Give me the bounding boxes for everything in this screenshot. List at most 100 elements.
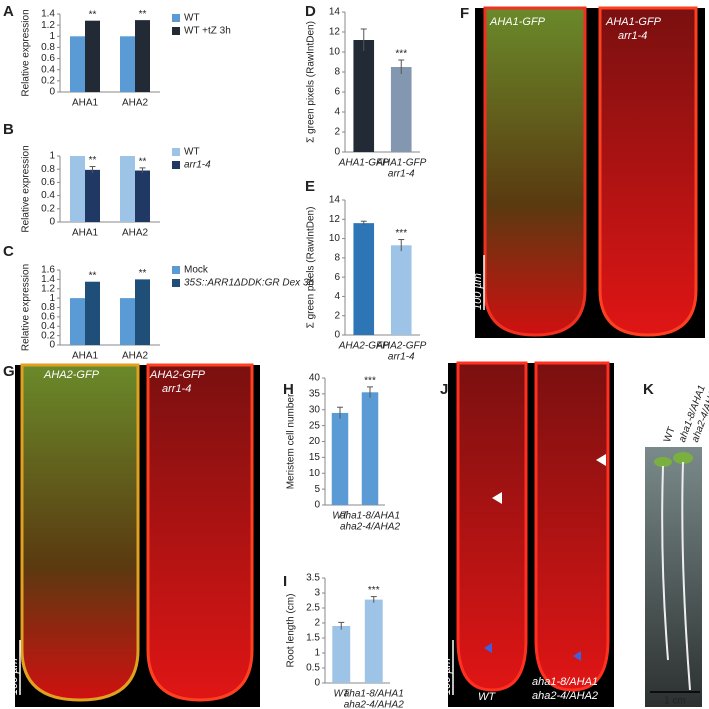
legend-swatch <box>172 27 180 35</box>
y-tick-label: 30 <box>309 404 321 415</box>
y-tick-label: 25 <box>309 420 321 431</box>
y-tick-label: 0.2 <box>41 75 55 86</box>
y-axis-label: Σ green pixels (RawIntDen) <box>306 207 317 329</box>
seedling-root <box>661 465 669 661</box>
x-tick-label: AHA1 <box>72 98 99 109</box>
bar <box>332 626 351 683</box>
y-tick-label: 3.5 <box>306 573 320 584</box>
y-tick-label: 0.8 <box>41 42 55 53</box>
bar <box>390 67 412 152</box>
y-tick-label: 2 <box>314 618 320 629</box>
seedling-root <box>681 461 691 691</box>
y-tick-label: 0.4 <box>41 64 55 75</box>
y-tick-label: 20 <box>309 436 321 447</box>
root <box>20 363 140 702</box>
y-tick-label: 35 <box>309 389 321 400</box>
y-tick-label: 2.5 <box>306 603 320 614</box>
significance: ** <box>89 270 97 281</box>
image-label: aha1-8/AHA1 <box>532 676 598 688</box>
x-tick-label: AHA2 <box>122 228 149 239</box>
x-tick-label: arr1-4 <box>388 169 415 180</box>
significance: *** <box>364 376 376 387</box>
x-tick-label: aha1-8/AHA1 <box>340 511 400 522</box>
significance: ** <box>89 9 97 20</box>
root <box>456 361 528 692</box>
bar <box>70 36 85 92</box>
legend-label: WT <box>184 147 200 158</box>
root <box>598 6 698 337</box>
legend-swatch <box>172 14 180 22</box>
photo <box>645 447 702 707</box>
y-tick-label: 4 <box>334 107 340 118</box>
significance: ** <box>139 157 147 168</box>
bar <box>85 20 100 92</box>
panel-letter: D <box>305 3 316 20</box>
y-tick-label: 2 <box>334 127 340 138</box>
y-tick-label: 8 <box>334 252 340 263</box>
significance: *** <box>395 228 407 239</box>
panel-letter: F <box>460 5 469 22</box>
y-tick-label: 0.5 <box>306 663 320 674</box>
y-tick-label: 12 <box>329 214 341 225</box>
y-tick-label: 10 <box>329 47 341 58</box>
x-tick-label: aha1-8/AHA1 <box>344 689 404 700</box>
significance: ** <box>139 9 147 20</box>
y-axis-label: Root length (cm) <box>286 594 297 668</box>
y-tick-label: 0 <box>49 87 55 98</box>
y-tick-label: 8 <box>334 67 340 78</box>
x-tick-label: AHA2-GFP <box>375 341 426 352</box>
image-label: arr1-4 <box>162 383 191 395</box>
y-tick-label: 40 <box>309 373 321 384</box>
image-label: AHA1-GFP <box>605 16 662 28</box>
y-tick-label: 12 <box>329 27 341 38</box>
bar <box>353 223 375 335</box>
image-label: AHA1-GFP <box>489 16 546 28</box>
image-label: aha2-4/AHA2 <box>532 690 598 702</box>
bar <box>361 392 379 505</box>
y-tick-label: 0 <box>314 678 320 689</box>
panel-letter: C <box>3 243 14 260</box>
y-tick-label: 0 <box>49 340 55 351</box>
significance: *** <box>368 585 380 596</box>
y-tick-label: 5 <box>314 484 320 495</box>
y-tick-label: 0.2 <box>41 330 55 341</box>
bar <box>85 169 100 222</box>
seedling <box>654 457 672 467</box>
y-axis-label: Relative expression <box>21 9 32 96</box>
panel-letter: K <box>643 381 654 398</box>
image-label: 100 µm <box>8 658 20 695</box>
image-label: 100 µm <box>472 273 484 310</box>
y-tick-label: 0.4 <box>41 321 55 332</box>
x-tick-label: WT <box>332 511 348 522</box>
panel-letter: J <box>440 381 448 398</box>
bar <box>364 599 383 683</box>
y-tick-label: 0 <box>334 330 340 341</box>
y-tick-label: 1.4 <box>41 9 55 20</box>
y-tick-label: 1.2 <box>41 283 55 294</box>
root <box>483 6 587 337</box>
image-label: AHA2-GFP <box>43 369 100 381</box>
bar <box>390 245 412 335</box>
significance: ** <box>89 155 97 166</box>
y-tick-label: 1.2 <box>41 20 55 31</box>
y-tick-label: 1 <box>314 648 320 659</box>
y-tick-label: 6 <box>334 272 340 283</box>
legend-label: Mock <box>184 265 209 276</box>
legend-swatch <box>172 266 180 274</box>
arrowhead <box>484 643 492 653</box>
y-tick-label: 0.6 <box>41 177 55 188</box>
image-label: 100 µm <box>441 658 453 695</box>
arrowhead <box>573 651 581 661</box>
x-tick-label: AHA2 <box>122 351 149 362</box>
panel-letter: G <box>3 363 15 380</box>
x-tick-label: AHA1 <box>72 351 99 362</box>
bar <box>353 40 375 152</box>
panel-letter: E <box>305 178 315 195</box>
scale-label: 1 cm <box>664 696 686 707</box>
y-tick-label: 10 <box>309 468 321 479</box>
y-tick-label: 0.8 <box>41 302 55 313</box>
significance: *** <box>395 49 407 60</box>
bar <box>135 170 150 222</box>
y-tick-label: 0.2 <box>41 203 55 214</box>
x-tick-label: WT <box>333 689 349 700</box>
